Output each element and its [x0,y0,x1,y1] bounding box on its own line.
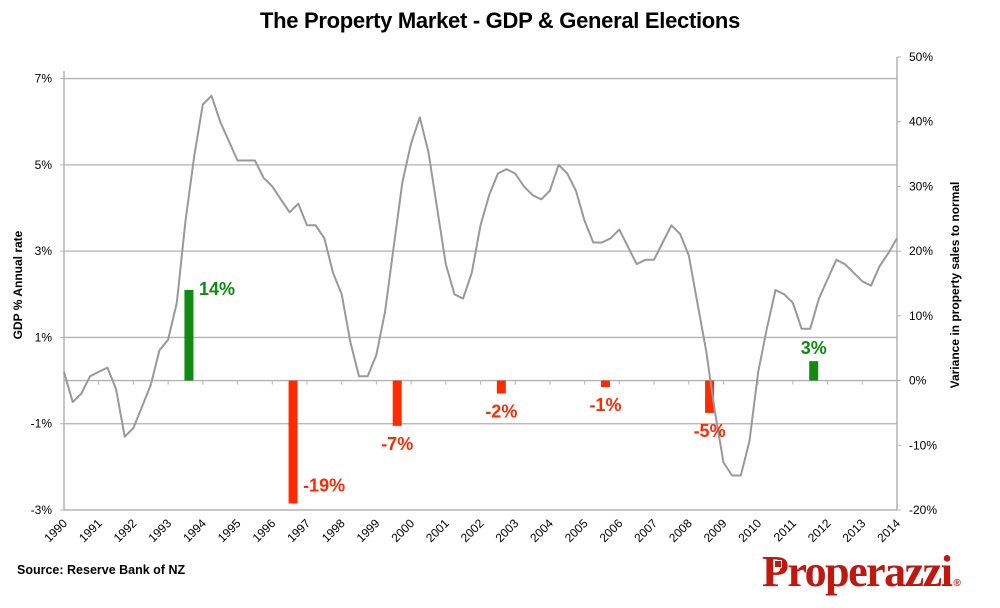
x-tick-label: 1999 [354,516,383,545]
chart-title: The Property Market - GDP & General Elec… [259,8,741,33]
x-tick-label: 1991 [76,516,105,545]
left-tick-label: 1% [35,330,53,344]
election-bar [392,380,402,426]
x-tick-label: 2012 [805,516,834,545]
right-tick-label: 50% [909,50,933,64]
election-bar [705,380,715,413]
bar-value-label: 3% [801,338,827,358]
logo-text: Properazzi [762,547,953,596]
source-note: Source: Reserve Bank of NZ [17,563,186,577]
labels: -3% -1% 1% 3% 5% 7% -20% -10% 0% 10% 20% 30% 40% 50% 1… [31,50,938,545]
axes [60,56,901,511]
x-tick-label: 1998 [319,516,348,545]
properazzi-logo[interactable]: Properazzi ® [762,548,961,608]
x-tick-label: 2000 [388,516,417,545]
x-tick-label: 2007 [631,516,660,545]
x-tick-label: 2001 [423,516,452,545]
x-tick-label: 2010 [736,516,765,545]
gdp-line [63,94,898,477]
x-tick-label: 1996 [250,516,279,545]
left-axis-title: GDP % Annual rate [11,230,25,339]
x-tick-label: 1995 [215,516,244,545]
left-tick-label: 5% [35,158,53,172]
x-tick-label: 2004 [527,516,556,545]
right-axis-title: Variance in property sales to normal [948,182,962,389]
x-tick-label: 2013 [840,516,869,545]
x-tick-label: 2003 [493,516,522,545]
x-tick-label: 1990 [41,516,70,545]
bar-value-label: -2% [485,402,517,422]
left-tick-label: 3% [35,244,53,258]
bar-value-label: -19% [303,476,345,496]
x-tick-label: 1993 [145,516,174,545]
left-tick-label: -3% [31,503,53,517]
election-bar [809,361,819,381]
right-tick-label: 10% [909,309,933,323]
x-tick-label: 2006 [597,516,626,545]
x-tick-label: 2008 [666,516,695,545]
right-tick-label: 20% [909,244,933,258]
bar-value-label: -5% [694,421,726,441]
election-bars [184,289,819,504]
right-tick-label: -10% [909,438,937,452]
bar-value-label: -7% [381,434,413,454]
right-tick-label: -20% [909,503,937,517]
election-bar [600,380,610,388]
left-tick-label: 7% [35,72,53,86]
x-tick-label: 1994 [180,516,209,545]
right-tick-label: 40% [909,115,933,129]
x-tick-label: 2014 [874,516,903,545]
house-icon [774,560,782,568]
x-tick-label: 2009 [701,516,730,545]
left-tick-label: -1% [31,417,53,431]
x-tick-label: 1992 [111,516,140,545]
bar-value-label: -1% [589,395,621,415]
x-tick-label: 2002 [458,516,487,545]
bar-value-label: 14% [199,279,235,299]
x-tick-label: 2005 [562,516,591,545]
election-bar [288,380,298,504]
election-bar [496,380,506,394]
x-tick-label: 1997 [284,516,313,545]
right-tick-label: 30% [909,179,933,193]
gdp-line-layer [63,94,898,477]
election-bar [184,289,194,381]
registered-mark-icon: ® [953,578,961,589]
x-tick-label: 2011 [771,516,799,544]
right-tick-label: 0% [909,374,927,388]
